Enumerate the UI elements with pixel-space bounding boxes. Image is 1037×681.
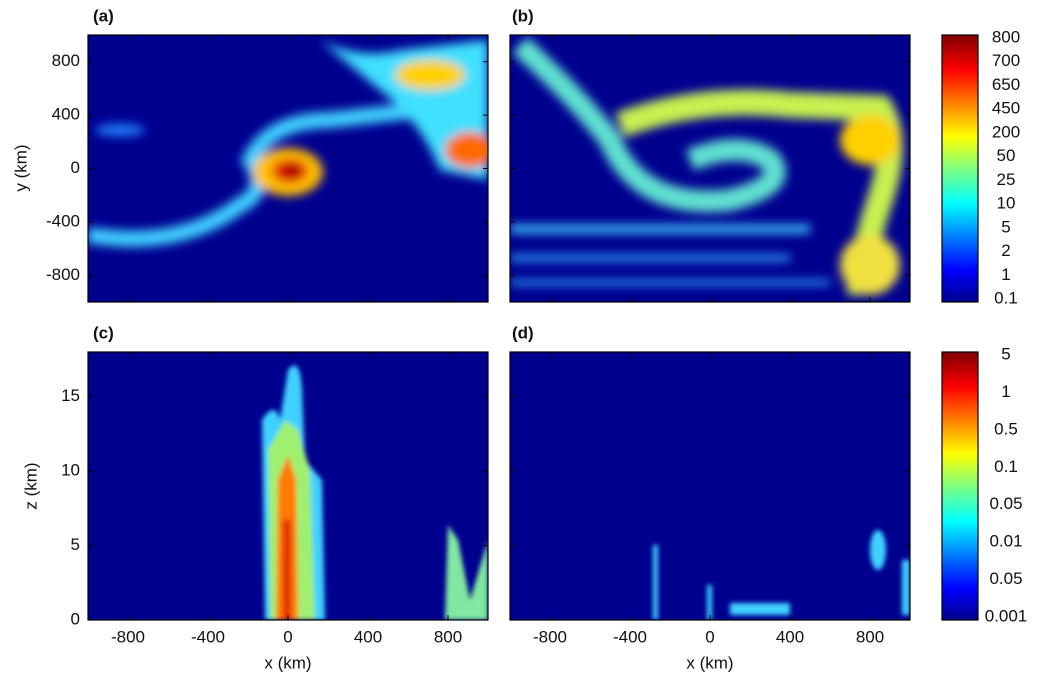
- panel-label: (d): [512, 323, 534, 342]
- colorbar-label: 10: [997, 194, 1016, 213]
- colorbar-label: 0.05: [989, 494, 1022, 513]
- y-tick-label: 10: [61, 461, 80, 480]
- x-tick-label: 400: [776, 627, 804, 646]
- x-axis-label: x (km): [264, 653, 311, 672]
- x-tick-label: 400: [354, 627, 382, 646]
- panel-label: (c): [93, 323, 114, 342]
- colorbar-label: 5: [1001, 217, 1010, 236]
- x-tick-label: -400: [613, 627, 647, 646]
- y-tick-label: 15: [61, 386, 80, 405]
- y-tick-label: -800: [46, 265, 80, 284]
- x-tick-label: 0: [283, 627, 292, 646]
- colorbar-label: 700: [992, 51, 1020, 70]
- colorbar-label: 0.001: [985, 606, 1028, 625]
- y-tick-label: 0: [71, 158, 80, 177]
- x-tick-label: 800: [856, 627, 884, 646]
- y-tick-label: 5: [71, 535, 80, 554]
- z-axis-label: z (km): [21, 462, 40, 509]
- colorbar-label: 1: [1001, 265, 1010, 284]
- colorbar-label: 200: [992, 122, 1020, 141]
- field-c: [88, 352, 488, 620]
- colorbar-label: 0.01: [989, 532, 1022, 551]
- colorbar-label: 25: [997, 170, 1016, 189]
- x-axis-label: x (km): [686, 653, 733, 672]
- colorbar-label: 1: [1001, 382, 1010, 401]
- y-tick-label: 800: [52, 51, 80, 70]
- field-a: [88, 35, 488, 302]
- colorbar-label: 0.1: [994, 288, 1018, 307]
- y-tick-label: 400: [52, 105, 80, 124]
- colorbar-label: 2: [1001, 241, 1010, 260]
- colorbar-label: 0.05: [989, 569, 1022, 588]
- colorbar-label: 5: [1001, 344, 1010, 363]
- y-tick-label: 0: [71, 609, 80, 628]
- colorbar-label: 50: [997, 146, 1016, 165]
- x-tick-label: -800: [111, 627, 145, 646]
- field-b: [510, 35, 910, 302]
- x-tick-label: 0: [705, 627, 714, 646]
- colorbar-label: 800: [992, 27, 1020, 46]
- x-tick-label: 800: [434, 627, 462, 646]
- x-tick-label: -800: [533, 627, 567, 646]
- colorbar-label: 0.1: [994, 457, 1018, 476]
- colorbar-label: 0.5: [994, 419, 1018, 438]
- y-tick-label: -400: [46, 211, 80, 230]
- y-axis-label: y (km): [11, 144, 30, 191]
- panel-label: (a): [93, 6, 114, 25]
- panel-label: (b): [512, 6, 534, 25]
- x-tick-label: -400: [191, 627, 225, 646]
- colorbar-label: 650: [992, 75, 1020, 94]
- field-d: [510, 352, 910, 620]
- colorbar-label: 450: [992, 99, 1020, 118]
